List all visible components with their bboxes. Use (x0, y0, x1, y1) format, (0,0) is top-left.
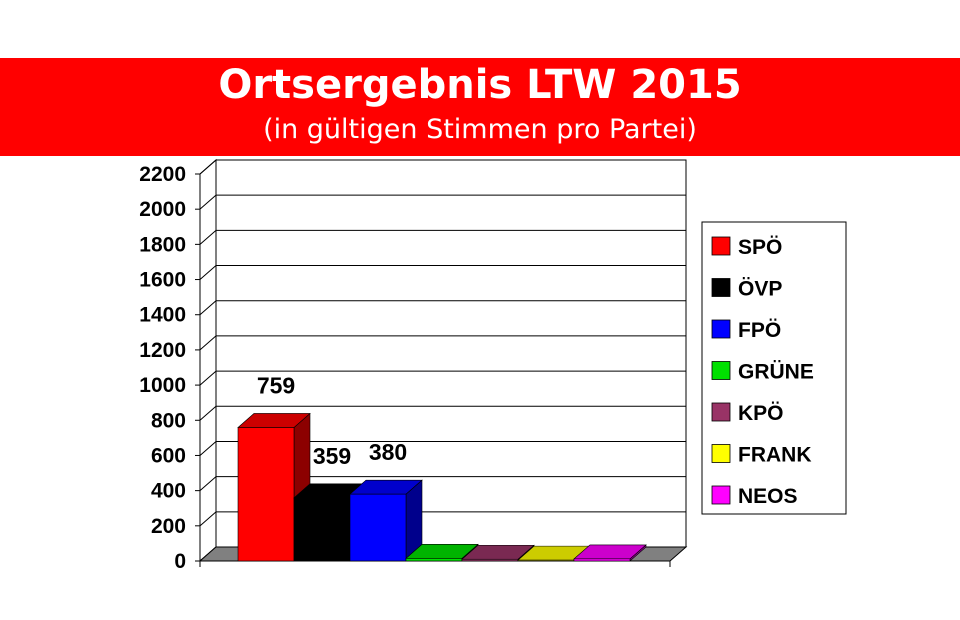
y-tick-label: 1600 (139, 269, 186, 292)
gridline (199, 265, 686, 280)
legend-label: ÖVP (738, 278, 782, 301)
gridline (199, 476, 686, 492)
gridline (199, 229, 686, 245)
y-tick-label: 1000 (139, 374, 186, 397)
y-tick-label: 1800 (139, 233, 186, 256)
gridline (199, 194, 686, 210)
y-tick-label: 2200 (139, 163, 186, 186)
bar-front (517, 559, 575, 562)
data-label: 359 (313, 443, 351, 469)
gridline (199, 335, 686, 351)
y-tick-label: 400 (151, 480, 186, 503)
gridline (199, 370, 686, 386)
bar-front (573, 558, 631, 562)
gridline (199, 300, 686, 316)
legend-swatch (711, 278, 731, 297)
plot-side-wall (199, 158, 217, 563)
legend-label: FPÖ (738, 319, 781, 342)
bar-front (237, 427, 295, 562)
bar-fpoe (349, 479, 423, 562)
y-tick-label: 600 (151, 444, 186, 467)
gridline (199, 159, 686, 175)
title-banner (0, 58, 960, 156)
legend-label: GRÜNE (738, 361, 814, 384)
y-tick-label: 800 (151, 409, 186, 432)
legend-swatch (711, 402, 731, 422)
y-tick-label: 2000 (139, 198, 186, 221)
chart-title: Ortsergebnis LTW 2015 (218, 62, 742, 108)
legend-label: KPÖ (738, 402, 784, 425)
y-tick-label: 0 (174, 550, 186, 573)
legend-swatch (711, 361, 731, 380)
data-label: 759 (257, 372, 295, 398)
bar-front (405, 558, 463, 562)
legend-label: NEOS (738, 485, 798, 508)
chart-subtitle: (in gültigen Stimmen pro Partei) (263, 114, 697, 145)
bar-front (293, 497, 351, 562)
gridline (199, 511, 686, 527)
legend-swatch (711, 485, 731, 505)
y-tick-label: 1400 (139, 304, 186, 327)
y-tick-label: 1200 (139, 339, 186, 362)
gridline (199, 440, 686, 456)
legend-label: SPÖ (738, 236, 782, 259)
gridline (199, 405, 686, 421)
bar-neos (573, 544, 647, 562)
bar-front (349, 493, 407, 562)
legend-label: FRANK (738, 444, 812, 467)
legend-swatch (711, 236, 731, 256)
bar-front (461, 558, 519, 562)
y-tick-label: 200 (151, 515, 186, 538)
legend-swatch (711, 319, 731, 339)
legend-swatch (711, 444, 731, 463)
data-label: 380 (369, 439, 407, 465)
